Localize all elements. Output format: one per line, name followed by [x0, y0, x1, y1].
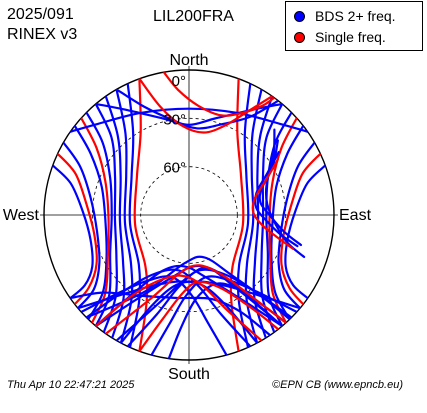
- satellite-track-single-9: [56, 152, 98, 306]
- satellite-track-single-19: [268, 116, 298, 324]
- observation-date: 2025/091: [7, 6, 74, 23]
- station-name: LIL200FRA: [153, 8, 234, 25]
- legend-label-single: Single freq.: [315, 29, 386, 45]
- direction-west: West: [3, 207, 40, 224]
- elevation-label-60: 60°: [163, 160, 186, 177]
- footer-timestamp: Thu Apr 10 22:47:21 2025: [7, 379, 135, 391]
- direction-south: South: [168, 366, 210, 383]
- legend-item-single: Single freq.: [294, 27, 386, 47]
- satellite-track-multi-39: [115, 88, 280, 130]
- satellite-track-multi-44: [264, 128, 306, 258]
- elevation-label-0: 0°: [172, 73, 186, 90]
- legend-marker-single: [294, 31, 305, 43]
- satellite-track-single-45: [251, 158, 295, 250]
- rinex-version: RINEX v3: [7, 26, 78, 43]
- satellite-track-multi-0: [85, 111, 113, 328]
- satellite-track-multi-16: [244, 88, 263, 345]
- satellite-track-single-35: [94, 274, 263, 342]
- satellite-track-single-20: [280, 152, 322, 306]
- elevation-label-30: 30°: [163, 111, 186, 128]
- footer-credit: ©EPN CB (www.epncb.eu): [272, 379, 403, 391]
- legend: BDS 2+ freq. Single freq.: [285, 1, 423, 51]
- satellite-track-multi-38: [69, 107, 309, 133]
- satellite-track-single-36: [138, 280, 280, 353]
- legend-marker-multi: [294, 10, 305, 22]
- satellite-track-multi-3: [104, 95, 126, 340]
- satellite-track-multi-31: [94, 264, 284, 328]
- satellite-track-multi-5: [115, 88, 134, 345]
- satellite-tracks: [51, 71, 327, 360]
- direction-north: North: [169, 52, 208, 69]
- legend-item-multi: BDS 2+ freq.: [294, 6, 396, 26]
- satellite-track-single-41: [162, 71, 276, 117]
- satellite-track-multi-25: [85, 255, 291, 321]
- elevation-ring-60: [140, 166, 238, 264]
- satellite-track-multi-4: [62, 141, 101, 310]
- satellite-track-multi-7: [126, 82, 142, 349]
- satellite-track-multi-15: [277, 141, 316, 310]
- satellite-track-single-21: [229, 77, 245, 353]
- direction-east: East: [339, 207, 372, 224]
- satellite-track-single-34: [104, 264, 288, 335]
- satellite-track-multi-13: [270, 124, 305, 321]
- legend-label-multi: BDS 2+ freq.: [315, 8, 396, 24]
- satellite-track-multi-6: [51, 164, 94, 300]
- satellite-track-multi-18: [236, 82, 252, 349]
